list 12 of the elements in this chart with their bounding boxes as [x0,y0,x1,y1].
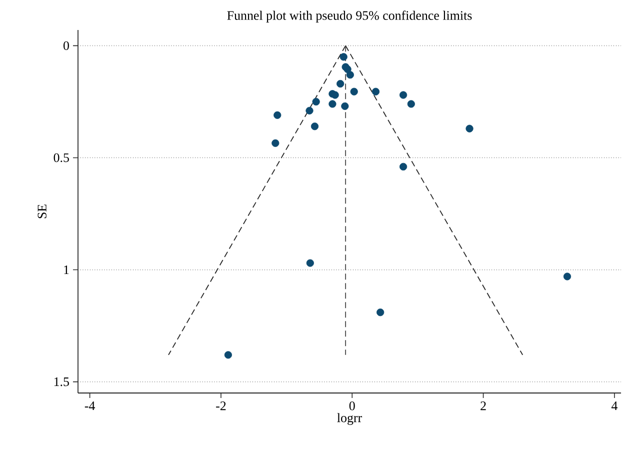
x-tick-label: -4 [84,402,96,410]
y-tick-label: 1 [64,265,69,274]
y-axis-title: SE [38,204,46,218]
y-tick-label: 1.5 [54,377,69,386]
x-tick-label: 2 [480,402,486,410]
x-tick-label: -2 [216,402,226,410]
y-tick-label: 0.5 [54,153,69,162]
x-tick-label: 0 [349,402,355,410]
x-tick-label: 4 [611,402,618,410]
chart-title: Funnel plot with pseudo 95% confidence limits [227,10,472,22]
x-axis-title: logrr [337,413,362,425]
y-tick-label: 0 [64,41,69,50]
